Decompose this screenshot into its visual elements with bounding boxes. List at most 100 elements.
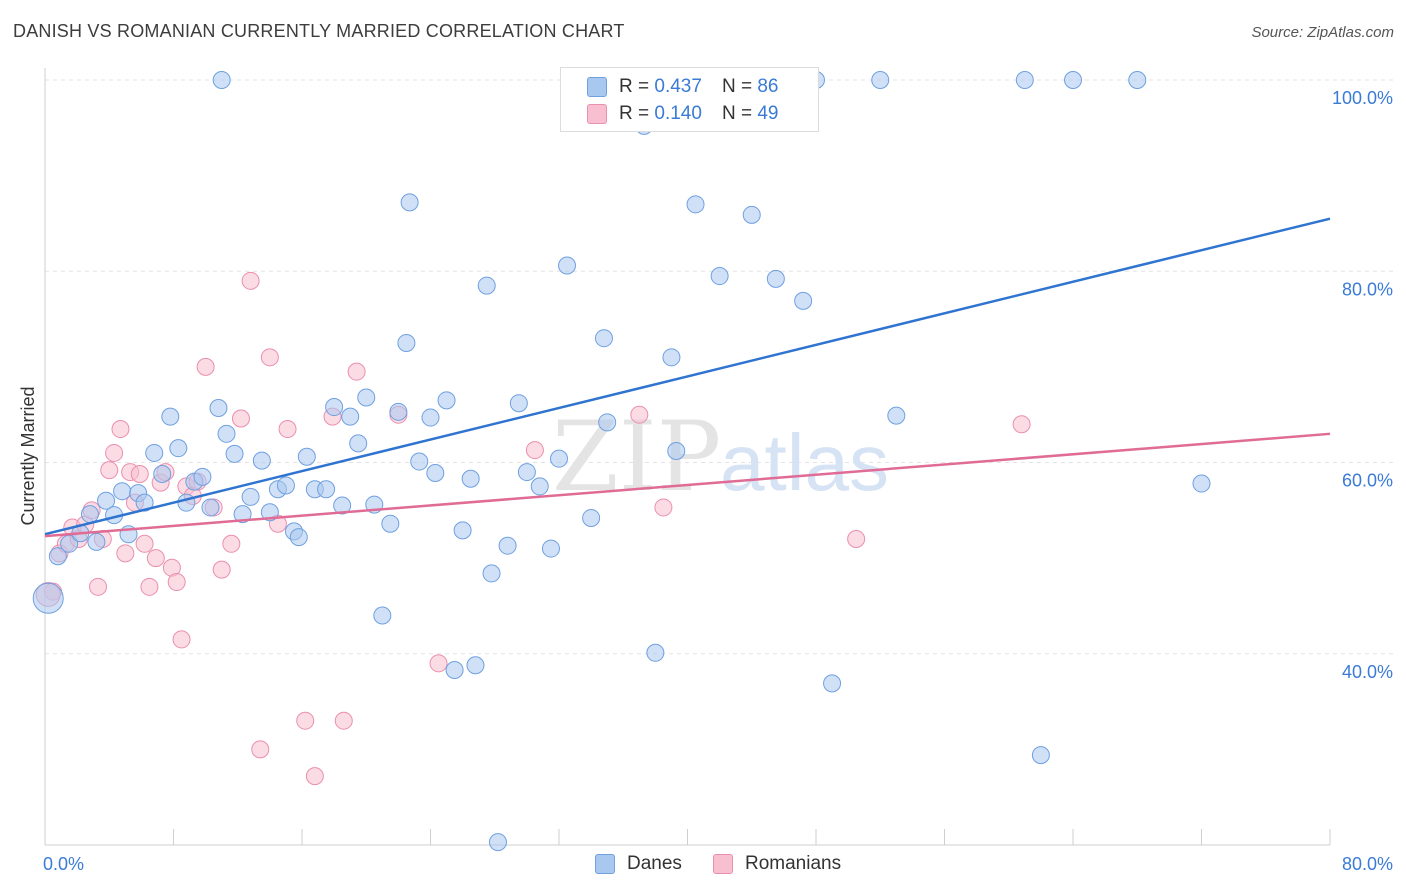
- romanians-point: [630, 405, 649, 424]
- danes-point: [145, 443, 164, 462]
- romanians-point: [172, 630, 191, 649]
- watermark-atlas: atlas: [720, 418, 889, 507]
- danes-point: [582, 508, 601, 527]
- danes-point: [177, 493, 196, 512]
- romanians-point: [196, 357, 215, 376]
- y-tick-labels: 40.0% 60.0% 80.0% 100.0%: [1332, 88, 1393, 682]
- romanians-r-value: 0.140: [654, 103, 702, 124]
- watermark: ZIP atlas: [552, 401, 889, 513]
- legend-row-romanians: R = 0.140 N = 49: [587, 101, 778, 127]
- danes-point: [558, 256, 577, 275]
- danes-point: [333, 496, 352, 515]
- axes: [44, 68, 1331, 846]
- bottom-legend-romanians[interactable]: Romanians: [713, 851, 841, 877]
- x-tick-label-min: 0.0%: [43, 854, 84, 874]
- bottom-legend-danes[interactable]: Danes: [595, 851, 682, 877]
- danes-point: [509, 394, 528, 413]
- danes-point: [426, 464, 445, 483]
- danes-point: [193, 467, 212, 486]
- danes-point: [871, 71, 890, 89]
- danes-point: [233, 505, 252, 524]
- legend-row-danes: R = 0.437 N = 86: [587, 74, 778, 100]
- danes-point: [477, 276, 496, 295]
- danes-point: [153, 464, 172, 483]
- gridlines: [45, 79, 1395, 655]
- danes-point: [594, 329, 613, 348]
- romanians-point: [278, 420, 297, 439]
- danes-point: [488, 833, 507, 852]
- danes-point: [201, 498, 220, 517]
- danes-point: [410, 452, 429, 471]
- romanians-point: [146, 549, 165, 568]
- danes-point: [349, 434, 368, 453]
- danes-point: [1064, 71, 1082, 89]
- danes-point: [389, 402, 408, 421]
- danes-point: [373, 606, 392, 625]
- romanians-point: [334, 711, 353, 730]
- danes-point: [498, 536, 517, 555]
- chart-title: DANISH VS ROMANIAN CURRENTLY MARRIED COR…: [13, 21, 625, 41]
- romanians-point: [347, 362, 366, 381]
- danes-legend-swatch: [595, 854, 615, 874]
- danes-point: [397, 333, 416, 352]
- danes-point: [766, 269, 785, 288]
- danes-point: [662, 348, 681, 367]
- danes-point-large: [32, 582, 64, 614]
- danes-point: [445, 661, 464, 680]
- romanians-point: [847, 530, 866, 548]
- danes-point: [357, 388, 376, 407]
- danes-point: [225, 444, 244, 463]
- danes-point: [541, 539, 560, 558]
- romanians-point: [130, 464, 149, 483]
- romanians-point: [167, 573, 186, 592]
- danes-trend-line: [44, 217, 1331, 536]
- danes-r-value: 0.437: [654, 76, 702, 97]
- romanians-point: [296, 711, 315, 730]
- danes-point: [217, 424, 236, 443]
- danes-point: [87, 532, 106, 551]
- romanians-point: [231, 409, 250, 428]
- romanians-point: [654, 498, 673, 517]
- danes-point: [742, 205, 761, 224]
- romanians-point: [525, 441, 544, 460]
- danes-point: [169, 439, 188, 458]
- y-axis-title: Currently Married: [18, 386, 38, 525]
- danes-point: [400, 193, 419, 212]
- danes-point: [1192, 474, 1211, 493]
- danes-point: [48, 547, 67, 566]
- danes-point: [161, 407, 180, 426]
- danes-r-label: R =: [619, 76, 650, 97]
- romanians-legend-swatch: [713, 854, 733, 874]
- danes-point: [80, 505, 99, 524]
- romanians-point: [111, 420, 130, 439]
- romanians-point: [305, 767, 324, 786]
- danes-point: [113, 482, 132, 501]
- romanians-trend-line: [44, 432, 1331, 538]
- romanians-point: [89, 577, 108, 596]
- source-label: Source: ZipAtlas.com: [1251, 24, 1394, 41]
- romanians-point: [429, 654, 448, 673]
- danes-point: [317, 480, 336, 499]
- danes-point: [550, 449, 568, 468]
- danes-point: [1015, 71, 1034, 89]
- x-tick-labels: 0.0% 80.0%: [43, 854, 1393, 874]
- danes-point: [252, 451, 271, 470]
- danes-point: [461, 469, 480, 488]
- danes-point: [646, 643, 665, 662]
- danes-point: [1031, 746, 1050, 765]
- danes-point: [421, 408, 440, 427]
- danes-point: [297, 447, 316, 466]
- danes-point: [598, 413, 617, 432]
- romanians-point: [116, 544, 135, 563]
- danes-point: [241, 487, 260, 506]
- danes-point: [212, 71, 231, 89]
- y-tick-label: 80.0%: [1342, 279, 1393, 299]
- danes-point: [517, 463, 536, 482]
- y-tick-label: 40.0%: [1342, 662, 1393, 682]
- romanians-point: [260, 348, 279, 367]
- danes-point: [887, 406, 906, 425]
- danes-point: [289, 528, 308, 547]
- danes-n-value: 86: [757, 76, 779, 97]
- danes-n-label: N =: [721, 76, 753, 97]
